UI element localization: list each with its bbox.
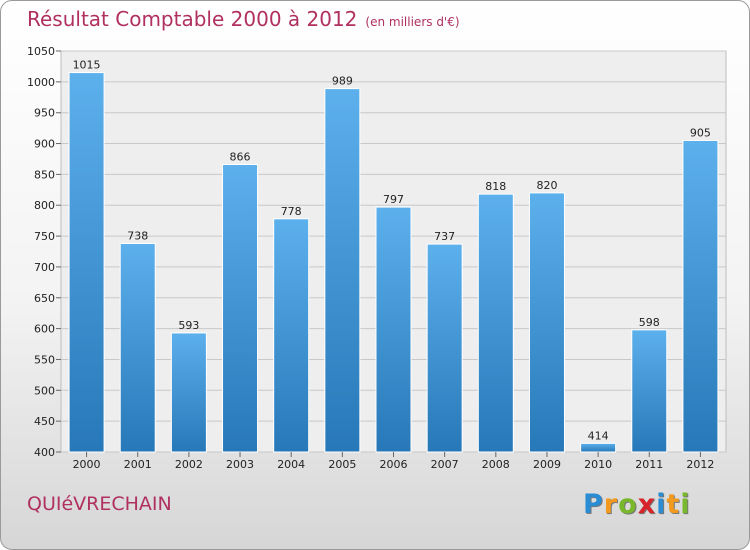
logo-letter: i [680, 489, 691, 520]
chart-title: Résultat Comptable 2000 à 2012 (en millie… [27, 7, 460, 31]
logo-letter: x [637, 489, 657, 520]
y-tick-label: 850 [34, 168, 55, 181]
y-tick-label: 500 [34, 384, 55, 397]
data-label-2000: 1015 [73, 59, 101, 72]
y-tick-label: 400 [34, 446, 55, 459]
logo-letter: r [603, 489, 619, 520]
x-tick-label: 2006 [380, 458, 408, 471]
data-label-2012: 905 [690, 126, 711, 139]
unit-note: (en milliers d'€) [365, 15, 460, 29]
logo-letter: i [656, 489, 667, 520]
y-tick-label: 600 [34, 323, 55, 336]
bar-2001 [119, 242, 156, 453]
data-label-2004: 778 [281, 205, 302, 218]
x-tick-label: 2007 [431, 458, 459, 471]
bars: 1015 738 593 866 778 989 797 737 818 820 414 598 905 [68, 59, 719, 453]
bar-2011 [631, 329, 668, 453]
chart-title-text: Résultat Comptable 2000 à 2012 [27, 7, 358, 31]
logo-letter: P [583, 489, 604, 520]
x-tick-label: 2002 [175, 458, 203, 471]
y-tick-label: 1050 [27, 45, 55, 58]
data-label-2002: 593 [178, 319, 199, 332]
bar-2008 [477, 193, 514, 453]
data-label-2010: 414 [588, 429, 609, 442]
x-tick-label: 2010 [584, 458, 612, 471]
y-tick-label: 800 [34, 199, 55, 212]
bar-2007 [426, 243, 463, 453]
y-tick-label: 700 [34, 261, 55, 274]
y-tick-label: 450 [34, 415, 55, 428]
y-tick-label: 900 [34, 138, 55, 151]
x-tick-label: 2001 [124, 458, 152, 471]
x-tick-label: 2009 [533, 458, 561, 471]
y-tick-label: 950 [34, 107, 55, 120]
x-tick-label: 2004 [277, 458, 305, 471]
x-tick-label: 2012 [686, 458, 714, 471]
y-tick-label: 1000 [27, 76, 55, 89]
data-label-2009: 820 [536, 179, 557, 192]
data-label-2001: 738 [127, 229, 148, 242]
bar-2002 [170, 332, 207, 453]
bar-2004 [273, 218, 310, 453]
y-tick-label: 750 [34, 230, 55, 243]
data-label-2005: 989 [332, 75, 353, 88]
bar-2000 [68, 72, 105, 453]
data-label-2003: 866 [230, 151, 251, 164]
bar-2005 [324, 88, 361, 453]
x-tick-label: 2011 [635, 458, 663, 471]
proxiti-logo: Proxiti [583, 489, 691, 520]
data-label-2011: 598 [639, 316, 660, 329]
data-label-2007: 737 [434, 230, 455, 243]
bar-2003 [222, 164, 259, 453]
commune-name: QUIéVRECHAIN [27, 493, 172, 515]
bar-2012 [682, 139, 719, 453]
logo-letter: o [618, 489, 638, 520]
bar-2009 [528, 192, 565, 453]
bar-2010 [580, 442, 617, 453]
x-tick-label: 2008 [482, 458, 510, 471]
x-axis: 2000 2001 2002 2003 2004 2005 2006 2007 2008 2009… [73, 452, 714, 471]
y-axis: 400 450 500 550 600 650 700 750 800 850 900 950 1000… [27, 45, 61, 459]
data-label-2008: 818 [485, 180, 506, 193]
y-tick-label: 550 [34, 353, 55, 366]
data-label-2006: 797 [383, 193, 404, 206]
x-tick-label: 2003 [226, 458, 254, 471]
x-tick-label: 2000 [73, 458, 101, 471]
x-tick-label: 2005 [328, 458, 356, 471]
y-tick-label: 650 [34, 292, 55, 305]
logo-letter: t [666, 489, 681, 520]
bar-2006 [375, 206, 412, 453]
